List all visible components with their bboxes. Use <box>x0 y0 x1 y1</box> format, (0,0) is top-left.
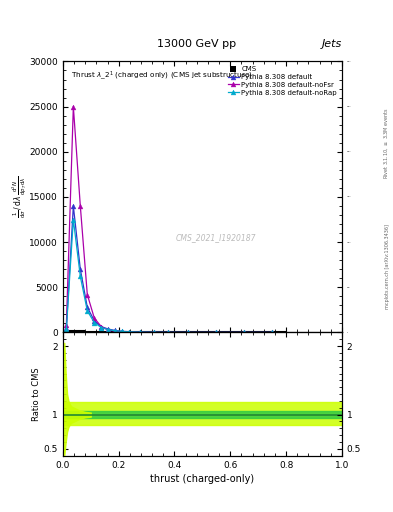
Pythia 8.308 default <box>99 324 104 330</box>
Pythia 8.308 default-noFsr <box>165 329 170 335</box>
Pythia 8.308 default-noFsr <box>92 315 97 321</box>
Pythia 8.308 default-noRap <box>106 327 110 333</box>
Pythia 8.308 default-noRap <box>242 329 247 335</box>
Pythia 8.308 default-noFsr <box>151 329 156 335</box>
Pythia 8.308 default-noFsr <box>127 329 132 335</box>
Pythia 8.308 default-noFsr <box>99 324 104 330</box>
Pythia 8.308 default-noFsr <box>270 329 275 335</box>
Pythia 8.308 default-noFsr <box>71 103 76 110</box>
Pythia 8.308 default <box>85 304 90 310</box>
Pythia 8.308 default <box>214 329 219 335</box>
Pythia 8.308 default-noRap <box>113 328 118 334</box>
Pythia 8.308 default <box>186 329 191 335</box>
Pythia 8.308 default <box>71 203 76 209</box>
Line: Pythia 8.308 default-noFsr: Pythia 8.308 default-noFsr <box>64 104 275 335</box>
Line: Pythia 8.308 default-noRap: Pythia 8.308 default-noRap <box>64 217 275 335</box>
Pythia 8.308 default-noFsr <box>85 291 90 297</box>
Text: 13000 GeV pp: 13000 GeV pp <box>157 38 236 49</box>
Pythia 8.308 default-noFsr <box>242 329 247 335</box>
Pythia 8.308 default <box>113 327 118 333</box>
Pythia 8.308 default-noFsr <box>120 329 125 335</box>
Pythia 8.308 default <box>165 329 170 335</box>
Pythia 8.308 default-noRap <box>99 325 104 331</box>
Pythia 8.308 default-noFsr <box>113 328 118 334</box>
Pythia 8.308 default-noRap <box>165 329 170 335</box>
Line: Pythia 8.308 default: Pythia 8.308 default <box>64 204 275 335</box>
Pythia 8.308 default-noFsr <box>186 329 191 335</box>
Pythia 8.308 default <box>78 266 83 272</box>
Legend: CMS, Pythia 8.308 default, Pythia 8.308 default-noFsr, Pythia 8.308 default-noRa: CMS, Pythia 8.308 default, Pythia 8.308 … <box>227 65 338 97</box>
Pythia 8.308 default <box>242 329 247 335</box>
Pythia 8.308 default <box>64 325 69 331</box>
Pythia 8.308 default-noRap <box>71 217 76 223</box>
Pythia 8.308 default-noRap <box>137 329 142 335</box>
X-axis label: thrust (charged-only): thrust (charged-only) <box>151 474 254 484</box>
Pythia 8.308 default <box>137 329 142 335</box>
Pythia 8.308 default-noFsr <box>214 329 219 335</box>
Text: Jets: Jets <box>321 38 342 49</box>
Pythia 8.308 default-noRap <box>186 329 191 335</box>
Pythia 8.308 default-noFsr <box>64 322 69 328</box>
Pythia 8.308 default-noFsr <box>78 203 83 209</box>
Pythia 8.308 default-noRap <box>214 329 219 335</box>
Pythia 8.308 default <box>151 329 156 335</box>
Text: mcplots.cern.ch [arXiv:1306.3436]: mcplots.cern.ch [arXiv:1306.3436] <box>385 224 390 309</box>
Pythia 8.308 default <box>127 329 132 335</box>
Pythia 8.308 default-noRap <box>120 328 125 334</box>
Pythia 8.308 default <box>92 317 97 324</box>
Pythia 8.308 default <box>120 328 125 334</box>
Y-axis label: Ratio to CMS: Ratio to CMS <box>32 367 41 421</box>
Pythia 8.308 default-noRap <box>85 308 90 314</box>
Pythia 8.308 default-noRap <box>78 273 83 280</box>
Text: CMS_2021_I1920187: CMS_2021_I1920187 <box>176 233 257 242</box>
Text: Rivet 3.1.10, $\geq$ 3.3M events: Rivet 3.1.10, $\geq$ 3.3M events <box>383 108 390 179</box>
Pythia 8.308 default-noRap <box>151 329 156 335</box>
Pythia 8.308 default-noFsr <box>106 327 110 333</box>
Pythia 8.308 default-noRap <box>64 326 69 332</box>
Pythia 8.308 default-noRap <box>92 319 97 326</box>
Pythia 8.308 default-noRap <box>270 329 275 335</box>
Y-axis label: $\frac{1}{\mathrm{d}\sigma}\,/\,\mathrm{d}\lambda\,\frac{\mathrm{d}^2N}{\mathrm{: $\frac{1}{\mathrm{d}\sigma}\,/\,\mathrm{… <box>10 176 28 218</box>
Pythia 8.308 default-noFsr <box>137 329 142 335</box>
Pythia 8.308 default <box>270 329 275 335</box>
Pythia 8.308 default-noRap <box>127 329 132 335</box>
Pythia 8.308 default <box>106 326 110 332</box>
Text: Thrust $\lambda\_2^1$ (charged only) (CMS jet substructure): Thrust $\lambda\_2^1$ (charged only) (CM… <box>71 70 253 82</box>
